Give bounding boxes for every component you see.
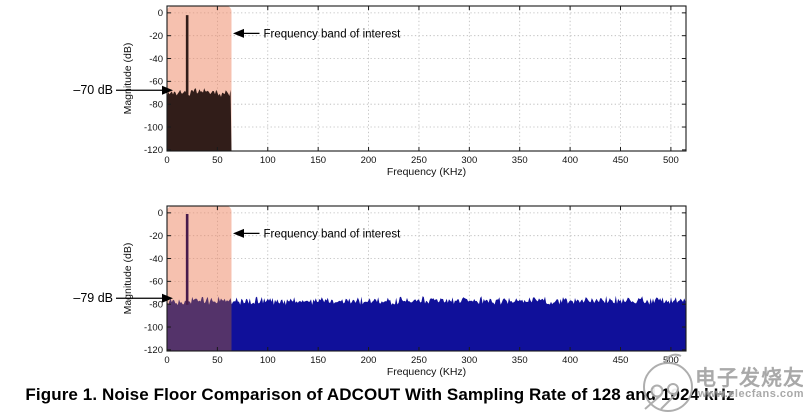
svg-text:0: 0 <box>158 208 163 219</box>
noise-fill-in-band <box>167 88 232 151</box>
svg-text:200: 200 <box>361 355 377 366</box>
svg-text:-40: -40 <box>149 54 163 65</box>
svg-text:300: 300 <box>461 355 477 366</box>
svg-text:300: 300 <box>461 155 477 166</box>
svg-text:0: 0 <box>158 8 163 19</box>
tick-marks <box>166 206 686 351</box>
svg-text:-80: -80 <box>149 99 163 110</box>
spectrum-plots: 0 50 100 150 200 250 300 350 400 450 5000-20-40-60… <box>73 5 687 378</box>
svg-text:-100: -100 <box>144 322 163 333</box>
svg-text:150: 150 <box>310 155 326 166</box>
noise-floor-arrowhead <box>162 85 173 95</box>
y-axis-label: Magnitude (dB) <box>122 43 134 115</box>
svg-text:-120: -120 <box>144 345 163 356</box>
svg-text:500: 500 <box>663 355 679 366</box>
x-axis-label: Frequency (KHz) <box>387 366 466 378</box>
svg-text:-20: -20 <box>149 231 163 242</box>
x-axis-label: Frequency (KHz) <box>387 166 466 178</box>
svg-text:-60: -60 <box>149 277 163 288</box>
band-of-interest-label: Frequency band of interest <box>263 228 401 240</box>
svg-text:400: 400 <box>562 155 578 166</box>
svg-text:-120: -120 <box>144 145 163 156</box>
x-tick-labels: 0 50 100 150 200 250 300 350 400 450 500 <box>164 155 678 166</box>
svg-text:100: 100 <box>260 355 276 366</box>
gridlines <box>167 6 686 151</box>
noise-fill-in-band <box>167 296 232 351</box>
svg-text:400: 400 <box>562 355 578 366</box>
svg-text:50: 50 <box>212 155 223 166</box>
plot-128khz: 0 50 100 150 200 250 300 350 400 450 500 0 -20 -40 -60… <box>73 5 687 178</box>
svg-text:150: 150 <box>310 355 326 366</box>
svg-text:-60: -60 <box>149 77 163 88</box>
band-of-interest-label: Frequency band of interest <box>263 28 401 40</box>
svg-text:450: 450 <box>613 155 629 166</box>
tick-marks <box>166 6 686 151</box>
svg-text:0: 0 <box>164 155 169 166</box>
svg-text:200: 200 <box>361 155 377 166</box>
axes-box <box>166 5 687 152</box>
x-tick-labels: 0 50 100 150 200 250 300 350 400 450 500 <box>164 355 678 366</box>
svg-text:250: 250 <box>411 355 427 366</box>
y-axis-label: Magnitude (dB) <box>122 243 134 315</box>
svg-text:100: 100 <box>260 155 276 166</box>
svg-text:500: 500 <box>663 155 679 166</box>
band-arrowhead <box>232 28 244 38</box>
plot-1024khz: 0 50 100 150 200 250 300 350 400 450 500 0 -20 -40 -60… <box>73 205 687 378</box>
svg-text:350: 350 <box>512 355 528 366</box>
svg-text:0: 0 <box>164 355 169 366</box>
noise-floor-arrowhead <box>162 293 173 303</box>
axes-box <box>166 205 687 352</box>
noise-fill <box>231 295 686 351</box>
svg-text:-20: -20 <box>149 31 163 42</box>
band-arrowhead <box>232 228 244 238</box>
signal-spike <box>185 213 189 305</box>
svg-text:450: 450 <box>613 355 629 366</box>
svg-text:50: 50 <box>212 355 223 366</box>
svg-text:-40: -40 <box>149 254 163 265</box>
svg-text:-80: -80 <box>149 299 163 310</box>
svg-text:350: 350 <box>512 155 528 166</box>
svg-text:250: 250 <box>411 155 427 166</box>
y-tick-labels: 0 -20 -40 -60 -80 -100 -120 <box>144 8 163 156</box>
figure-caption: Figure 1. Noise Floor Comparison of ADCO… <box>25 385 735 404</box>
svg-text:-100: -100 <box>144 122 163 133</box>
noise-floor-label: –70 dB <box>73 83 113 97</box>
y-tick-labels: 0 -20 -40 -60 -80 -100 -120 <box>144 208 163 356</box>
noise-floor-label: –79 dB <box>73 291 113 305</box>
signal-spike <box>185 15 189 97</box>
